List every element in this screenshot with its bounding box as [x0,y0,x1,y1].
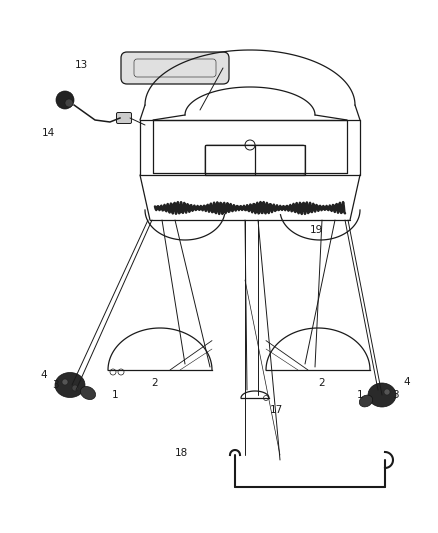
Text: 3: 3 [392,390,399,400]
Circle shape [384,389,390,395]
Circle shape [56,91,74,109]
Ellipse shape [55,373,85,398]
Text: 14: 14 [41,128,55,138]
Circle shape [72,385,78,391]
FancyBboxPatch shape [121,52,229,84]
Text: 4: 4 [403,377,410,387]
Text: 2: 2 [152,378,158,388]
Text: 19: 19 [310,225,323,235]
Text: 3: 3 [52,380,59,390]
Ellipse shape [81,386,95,400]
Text: 1: 1 [357,390,363,400]
Text: 13: 13 [75,60,88,70]
Circle shape [65,99,73,107]
FancyBboxPatch shape [117,112,131,124]
Text: 18: 18 [175,448,188,458]
Text: 4: 4 [40,370,46,380]
Text: 2: 2 [319,378,325,388]
Circle shape [62,379,68,385]
Text: 17: 17 [270,405,283,415]
Ellipse shape [359,395,373,407]
Ellipse shape [368,383,396,407]
Text: 1: 1 [112,390,118,400]
Bar [205,145,305,175]
